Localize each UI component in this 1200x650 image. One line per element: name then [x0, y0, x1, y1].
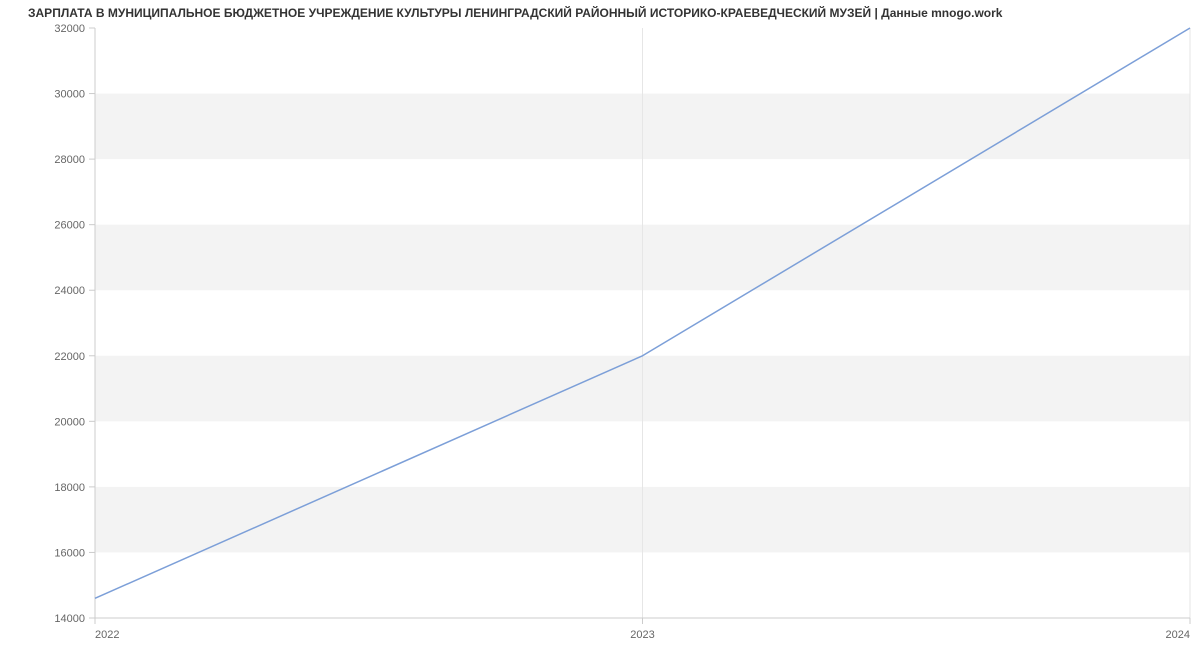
- salary-line-chart: ЗАРПЛАТА В МУНИЦИПАЛЬНОЕ БЮДЖЕТНОЕ УЧРЕЖ…: [0, 0, 1200, 650]
- y-tick-label: 14000: [54, 613, 85, 625]
- y-tick-label: 24000: [54, 285, 85, 297]
- y-tick-label: 26000: [54, 220, 85, 232]
- y-tick-label: 32000: [54, 23, 85, 35]
- y-tick-label: 16000: [54, 547, 85, 559]
- y-tick-label: 28000: [54, 154, 85, 166]
- y-tick-label: 18000: [54, 482, 85, 494]
- y-tick-label: 20000: [54, 416, 85, 428]
- y-tick-label: 22000: [54, 351, 85, 363]
- chart-svg: 14000 16000 18000 20000 22000 24000 26000 28000…: [0, 0, 1200, 650]
- x-tick-label: 2023: [630, 629, 654, 641]
- y-tick-label: 30000: [54, 89, 85, 101]
- x-tick-label: 2024: [1166, 629, 1190, 641]
- x-tick-label: 2022: [95, 629, 119, 641]
